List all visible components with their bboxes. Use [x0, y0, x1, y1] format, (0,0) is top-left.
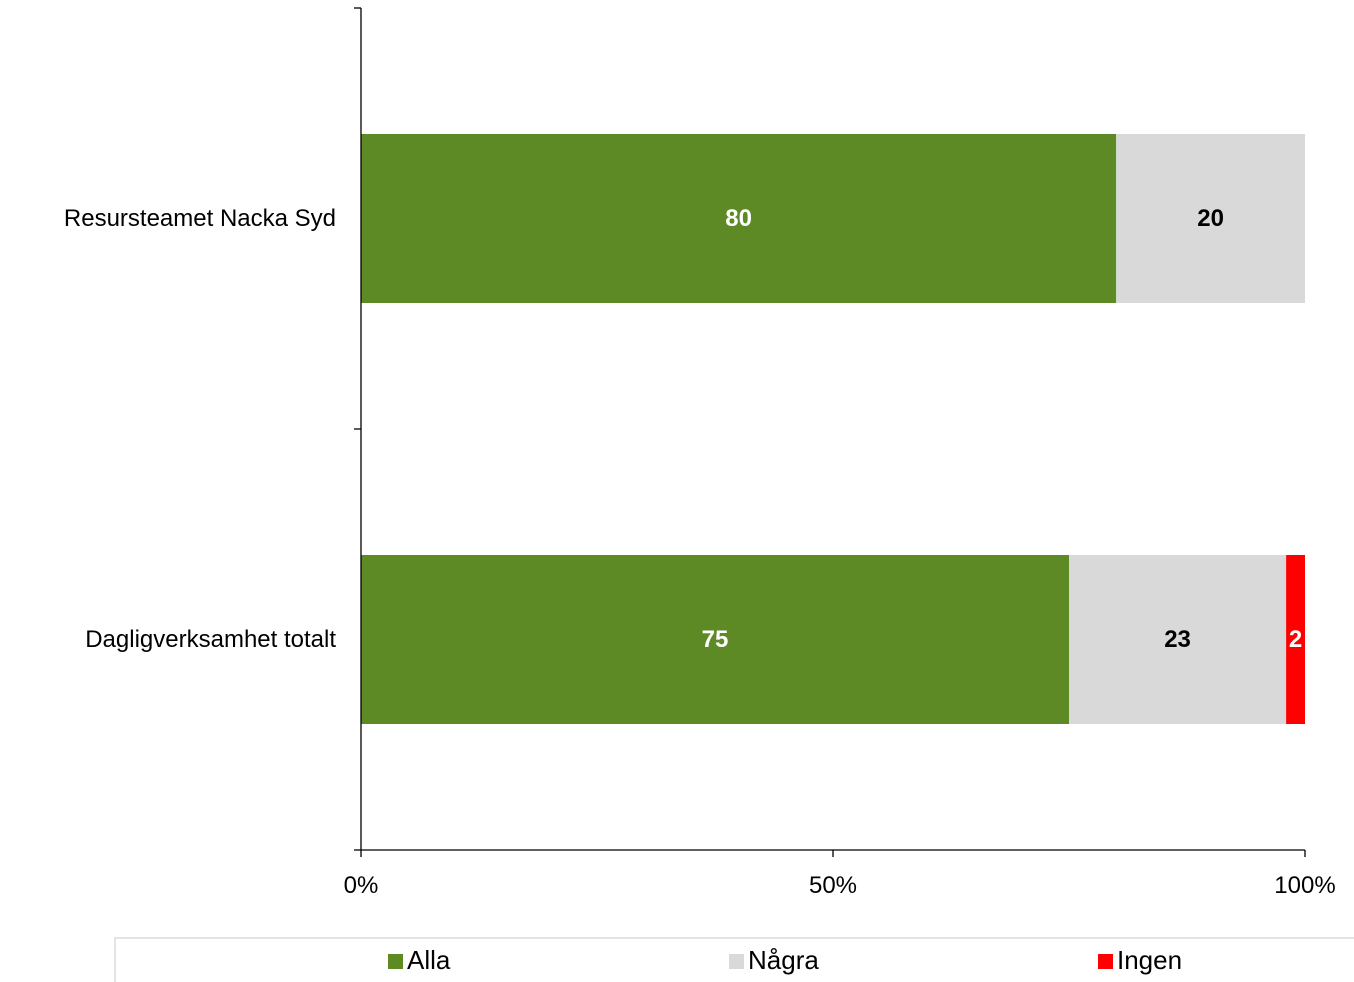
bar-alla-dagligverksamhet-totalt — [361, 555, 1069, 724]
x-tick-label: 100% — [1274, 872, 1335, 899]
data-label-alla-resursteamet-nacka-syd: 80 — [725, 205, 752, 232]
legend-swatch-alla — [388, 954, 403, 969]
legend: Alla Några Ingen — [114, 937, 1354, 982]
data-label-nagra-resursteamet-nacka-syd: 20 — [1197, 205, 1224, 232]
data-label-ingen-resursteamet-nacka-syd: 0 — [1307, 205, 1320, 232]
category-label-dagligverksamhet-totalt: Dagligverksamhet totalt — [85, 626, 336, 653]
legend-label-alla: Alla — [407, 945, 451, 975]
legend-swatch-ingen — [1098, 954, 1113, 969]
bar-nagra-resursteamet-nacka-syd — [1116, 134, 1305, 303]
data-label-nagra-dagligverksamhet-totalt: 23 — [1164, 626, 1191, 653]
legend-box — [114, 937, 1354, 982]
data-label-alla-dagligverksamhet-totalt: 75 — [702, 626, 729, 653]
bars-layer: 80 20 0 75 23 2 — [361, 134, 1320, 724]
category-label-resursteamet-nacka-syd: Resursteamet Nacka Syd — [64, 205, 336, 232]
legend-label-nagra: Några — [748, 945, 819, 975]
axes-layer: Resursteamet Nacka Syd Dagligverksamhet t… — [64, 7, 1336, 899]
legend-swatch-nagra — [729, 954, 744, 969]
x-tick-label: 0% — [344, 872, 379, 899]
bar-ingen-dagligverksamhet-totalt — [1286, 555, 1305, 724]
bar-nagra-dagligverksamhet-totalt — [1069, 555, 1287, 724]
legend-label-ingen: Ingen — [1117, 945, 1182, 975]
data-label-ingen-dagligverksamhet-totalt: 2 — [1289, 626, 1302, 653]
x-tick-label: 50% — [809, 872, 857, 899]
bar-alla-resursteamet-nacka-syd — [361, 134, 1117, 303]
